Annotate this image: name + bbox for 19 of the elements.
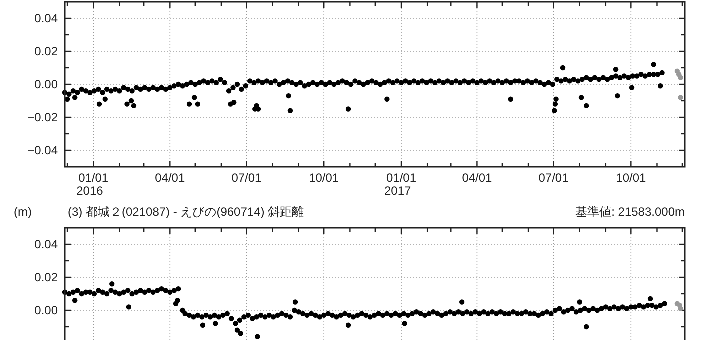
x-tick-label: 01/01 2016 <box>76 171 109 198</box>
x-tick-label: 04/01 <box>462 171 493 185</box>
y-tick-label: 0.04 <box>34 238 58 252</box>
y-axis-title: (m) <box>14 205 32 219</box>
x-tick-label: 10/01 <box>309 171 340 185</box>
y-tick-label: −0.02 <box>28 110 58 124</box>
y-tick-label: 0.02 <box>34 44 58 58</box>
x-tick-label: 10/01 <box>616 171 646 185</box>
x-tick-label: 07/01 <box>538 171 570 185</box>
x-tick-label: 01/01 2017 <box>384 171 417 198</box>
y-tick-label: 0.00 <box>34 78 58 92</box>
y-tick-label: 0.02 <box>34 270 58 284</box>
x-tick-label: 04/01 <box>155 171 186 185</box>
text: 基準値: 21583.000m <box>576 205 685 219</box>
y-tick-label: −0.04 <box>28 144 58 158</box>
y-tick-label: 0.04 <box>34 12 58 26</box>
chart-title: (3) 都城２(021087) - えびの(960714) 斜距離 <box>68 205 304 219</box>
x-tick-label: 07/01 <box>232 171 262 185</box>
y-tick-label: 0.00 <box>34 304 58 318</box>
